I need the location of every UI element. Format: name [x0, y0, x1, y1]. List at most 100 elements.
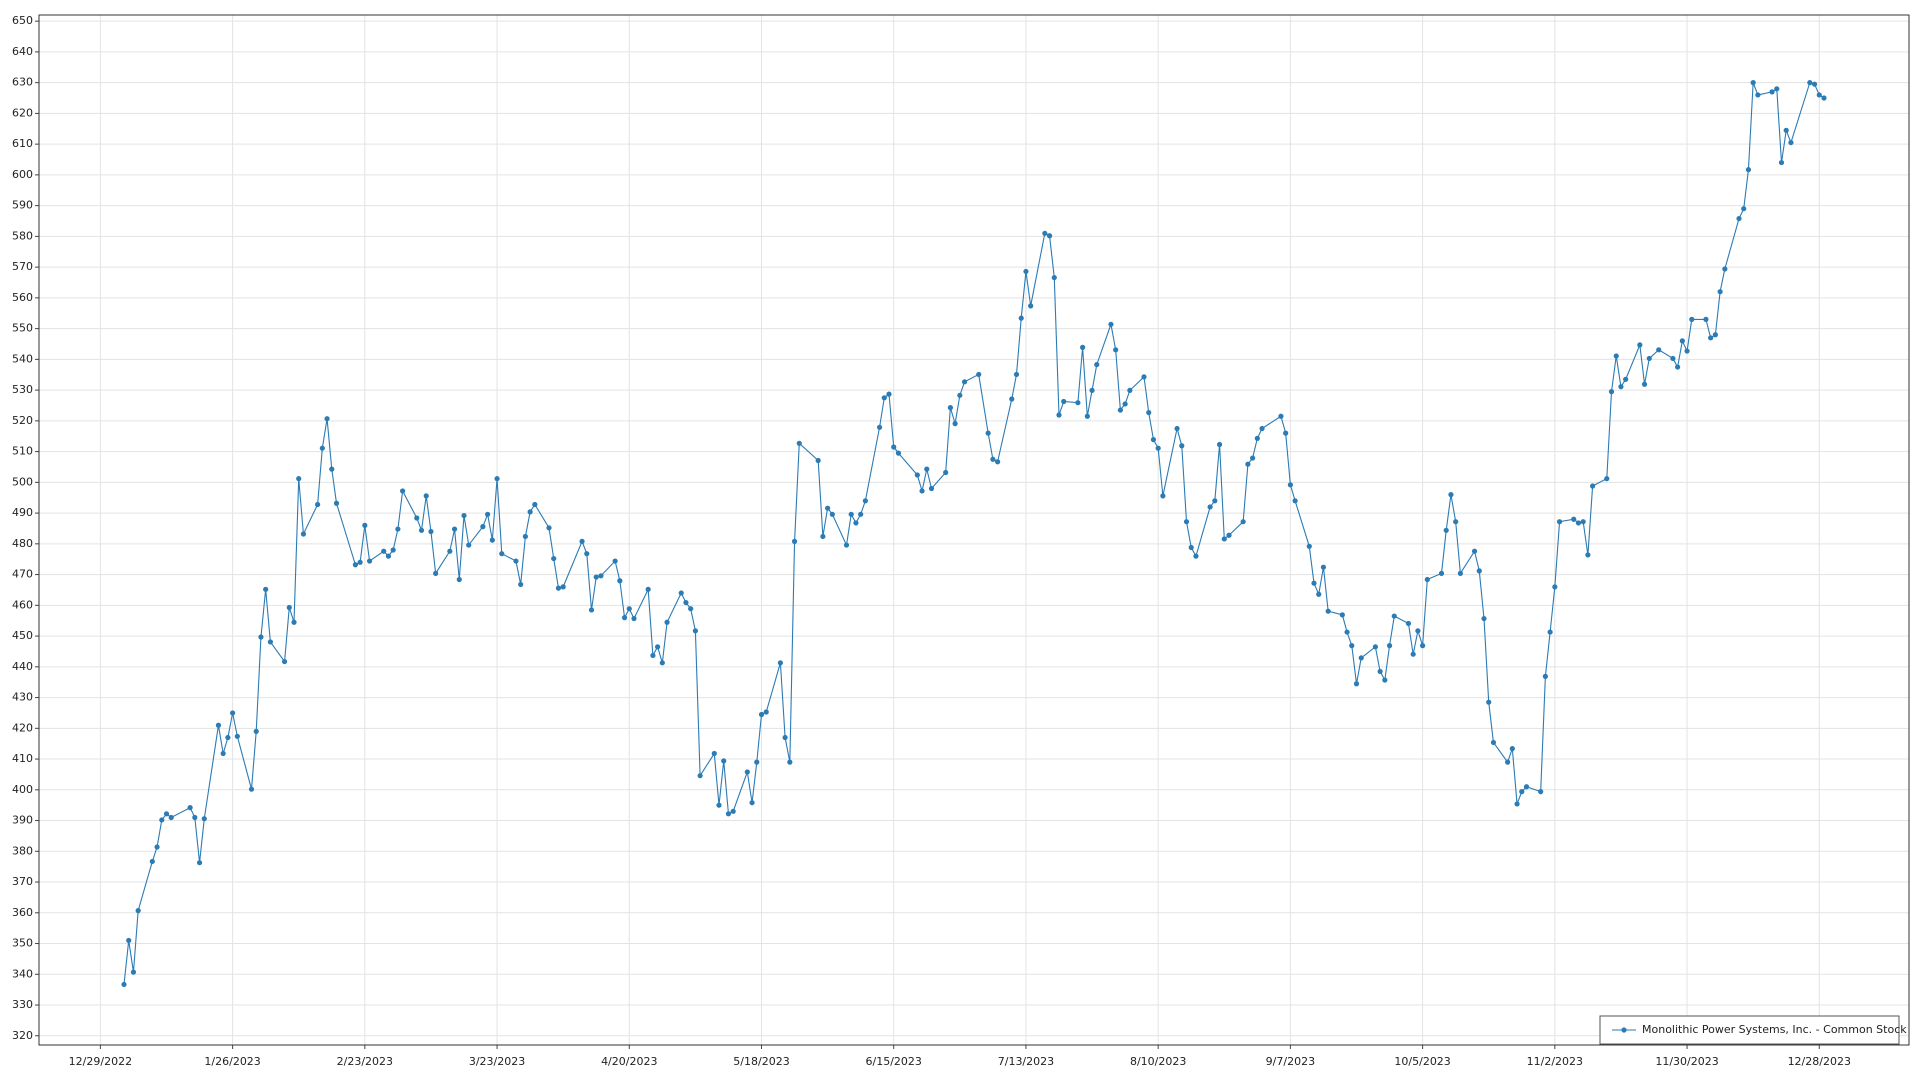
data-point	[943, 469, 949, 476]
y-tick-label: 590	[12, 199, 33, 212]
data-point	[1580, 519, 1586, 525]
data-point	[763, 709, 769, 715]
data-point	[1155, 445, 1161, 451]
data-point	[319, 445, 325, 451]
y-tick-label: 350	[12, 937, 33, 950]
data-point	[1349, 643, 1355, 649]
data-point	[678, 590, 684, 596]
data-point	[1023, 268, 1029, 275]
data-point	[796, 440, 802, 446]
data-point	[234, 733, 240, 739]
y-tick-label: 550	[12, 322, 33, 335]
data-point	[423, 493, 429, 499]
data-point	[1193, 553, 1199, 559]
data-point	[815, 457, 821, 464]
data-point	[1670, 355, 1676, 362]
x-tick-label: 12/28/2023	[1788, 1055, 1851, 1068]
data-point	[730, 808, 736, 814]
data-point	[196, 860, 203, 866]
data-point	[527, 509, 533, 515]
data-point	[1443, 527, 1449, 533]
data-point	[1552, 584, 1558, 590]
data-point	[1490, 739, 1497, 746]
data-point	[546, 525, 552, 531]
data-point	[1254, 435, 1260, 441]
data-point	[352, 562, 358, 568]
data-point	[300, 531, 307, 537]
data-point	[329, 466, 335, 472]
data-point	[721, 758, 727, 764]
data-point	[924, 466, 930, 472]
data-point	[1509, 746, 1515, 752]
data-point	[1216, 441, 1223, 448]
data-point	[1608, 389, 1615, 395]
data-point	[159, 817, 165, 823]
data-point	[617, 578, 623, 584]
data-point	[168, 814, 174, 821]
data-point	[513, 558, 519, 564]
data-point	[163, 811, 170, 817]
data-point	[494, 476, 500, 482]
data-point	[315, 501, 321, 508]
data-point	[1457, 570, 1463, 576]
x-tick-label: 11/30/2023	[1655, 1055, 1718, 1068]
data-point	[518, 581, 524, 588]
data-point	[858, 511, 864, 517]
data-point	[1424, 576, 1430, 583]
grid: 320 330 340 350 360 370 380 390 400 410 420 430 440 4…	[12, 14, 1909, 1068]
data-point	[286, 604, 292, 611]
data-point	[754, 759, 760, 765]
data-point	[258, 634, 264, 640]
data-point	[1519, 789, 1525, 795]
data-point	[1514, 801, 1520, 807]
data-point	[1741, 206, 1747, 212]
data-point	[744, 769, 750, 775]
y-tick-label: 440	[12, 660, 33, 673]
data-point	[1212, 498, 1218, 504]
data-point	[560, 584, 566, 590]
data-point	[1018, 315, 1024, 321]
data-point	[881, 395, 887, 401]
data-point	[1656, 347, 1662, 353]
data-point	[1618, 384, 1624, 390]
data-point	[848, 511, 854, 517]
data-point	[362, 522, 368, 528]
x-tick-label: 8/10/2023	[1130, 1055, 1186, 1068]
data-point	[1811, 81, 1818, 87]
data-point	[489, 537, 495, 543]
y-tick-label: 600	[12, 168, 33, 181]
data-point	[1358, 655, 1364, 661]
data-point	[692, 628, 698, 634]
y-tick-label: 480	[12, 537, 33, 550]
y-tick-label: 510	[12, 445, 33, 458]
legend-label: Monolithic Power Systems, Inc. - Common …	[1642, 1023, 1907, 1036]
data-point	[1722, 266, 1728, 272]
data-point	[1278, 413, 1284, 419]
data-point	[1013, 371, 1020, 378]
data-point	[593, 574, 599, 580]
data-point	[853, 520, 859, 526]
y-tick-label: 640	[12, 45, 33, 58]
data-point	[267, 639, 273, 645]
data-point	[1623, 376, 1629, 382]
data-point	[1146, 409, 1152, 416]
data-point	[1745, 167, 1752, 173]
data-point	[1405, 620, 1412, 627]
data-point	[1325, 608, 1331, 614]
x-tick-label: 3/23/2023	[469, 1055, 525, 1068]
data-point	[1042, 230, 1048, 236]
data-point	[787, 759, 793, 765]
data-point	[135, 908, 141, 914]
data-point	[688, 606, 694, 612]
data-point	[843, 542, 850, 548]
data-point	[985, 430, 991, 436]
data-point	[1306, 543, 1312, 549]
data-point	[1547, 629, 1553, 635]
data-point	[1471, 548, 1478, 554]
data-point	[914, 472, 920, 478]
y-tick-label: 560	[12, 291, 33, 304]
data-point	[1476, 568, 1482, 574]
data-point	[253, 728, 259, 734]
data-point	[1689, 316, 1695, 322]
x-tick-label: 10/5/2023	[1394, 1055, 1450, 1068]
